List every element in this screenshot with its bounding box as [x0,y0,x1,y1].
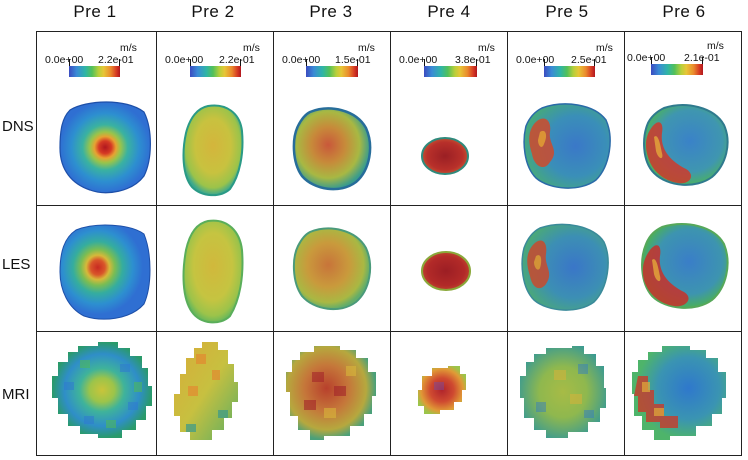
mri-pre1-velocity-map [52,342,152,438]
les-pre1-velocity-map [59,224,151,320]
dns-pre6-velocity-map [643,104,729,186]
colorbar-gradient [651,64,703,75]
row-label-dns: DNS [2,118,34,135]
column-header-6: Pre 6 [662,2,706,21]
grid-divider [507,31,508,456]
les-pre2-velocity-map [182,219,244,324]
colorbar-1: m/s 0.0e+00 2.2e-01 [45,42,151,82]
mri-pre6-velocity-map [632,346,726,440]
dns-pre3-velocity-map [292,107,372,191]
column-header-1: Pre 1 [73,2,117,21]
colorbar-min-label: 0.0e+00 [165,54,204,66]
mri-pre5-velocity-map [520,346,606,438]
les-pre6-velocity-map [641,223,729,309]
row-label-les: LES [2,256,31,273]
grid-divider [36,205,742,206]
colorbar-unit: m/s [358,42,375,54]
grid-divider [36,331,742,332]
colorbar-unit: m/s [596,42,613,54]
mri-pre2-velocity-map [174,342,238,440]
colorbar-max-label: 2.5e-01 [571,54,607,66]
colorbar-unit: m/s [243,42,260,54]
grid-divider [156,31,157,456]
column-header-2: Pre 2 [191,2,235,21]
colorbar-max-label: 2.1e-01 [684,52,720,64]
colorbar-min-label: 0.0e+00 [399,54,438,66]
dns-pre2-velocity-map [182,104,244,197]
figure-grid [36,31,742,456]
colorbar-gradient [544,66,595,77]
colorbar-min-label: 0.0e+00 [516,54,555,66]
column-header-5: Pre 5 [545,2,589,21]
dns-pre5-velocity-map [523,103,611,189]
colorbar-min-label: 0.0e+00 [45,54,84,66]
colorbar-unit: m/s [120,42,137,54]
les-pre5-velocity-map [521,223,609,311]
colorbar-max-label: 1.5e-01 [335,54,371,66]
colorbar-5: m/s 0.0e+00 2.5e-01 [516,42,622,82]
grid-divider [273,31,274,456]
colorbar-3: m/s 0.0e+00 1.5e-01 [282,42,388,82]
colorbar-gradient [424,66,477,77]
colorbar-unit: m/s [707,40,724,52]
les-pre3-velocity-map [292,227,372,311]
column-header-3: Pre 3 [309,2,353,21]
colorbar-gradient [306,66,358,77]
colorbar-2: m/s 0.0e+00 2.2e-01 [165,42,271,82]
colorbar-max-label: 3.8e-01 [455,54,491,66]
colorbar-unit: m/s [478,42,495,54]
colorbar-max-label: 2.2e-01 [98,54,134,66]
les-pre4-velocity-map [421,251,471,291]
colorbar-min-label: 0.0e+00 [282,54,321,66]
dns-pre4-velocity-map [421,137,469,175]
colorbar-6: m/s 0.0e+00 2.1e-01 [627,40,739,80]
mri-pre3-velocity-map [286,346,376,440]
mri-pre4-velocity-map [418,366,466,414]
colorbar-min-label: 0.0e+00 [627,52,666,64]
grid-divider [624,31,625,456]
dns-pre1-velocity-map [59,101,151,194]
row-label-mri: MRI [2,386,30,403]
colorbar-gradient [190,66,241,77]
colorbar-gradient [69,66,120,77]
colorbar-4: m/s 0.0e+00 3.8e-01 [399,42,505,82]
column-header-4: Pre 4 [427,2,471,21]
colorbar-max-label: 2.2e-01 [219,54,255,66]
grid-divider [390,31,391,456]
